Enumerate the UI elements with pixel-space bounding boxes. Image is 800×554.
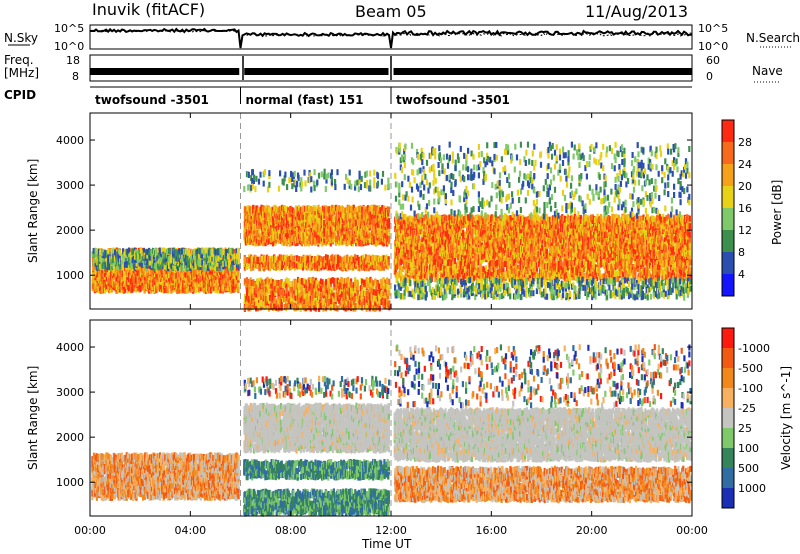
power-cell [388,279,390,285]
cpid-segment-label: twofsound -3501 [396,93,510,107]
beam-title: Beam 05 [355,2,427,21]
nave-tick-top: 60 [706,54,720,67]
power-cell [246,287,248,293]
power-cell [381,299,383,305]
power-cell [234,265,236,271]
power-cell [187,259,189,265]
nsearch-tick-top: 10^5 [698,22,728,35]
power-cell [388,300,390,306]
nsky-label: N.Sky [4,31,38,45]
power-cell [361,305,363,311]
power-cell [341,278,343,284]
cpid-segment-label: twofsound -3501 [95,93,209,107]
power-cell [246,257,248,263]
power-cell [168,248,170,254]
power-cell [238,256,240,262]
power-cell [288,278,290,284]
nsky-tick-bottom: 10^0 [54,40,84,53]
date-title: 11/Aug/2013 [585,2,688,21]
freq-bar-2 [394,68,692,75]
freq-label: Freq. [4,53,34,67]
power-plot [92,113,692,312]
nsky-panel: N.Sky 10^5 10^0 10^5 10^0 N.Search [4,22,800,53]
power-cell [154,263,156,269]
power-cell [255,300,257,306]
power-cell [388,284,390,290]
rti-figure: Inuvik (fitACF) Beam 05 11/Aug/2013 N.Sk… [0,0,800,554]
power-cell [238,250,240,256]
power-cell [246,205,248,211]
power-cell [126,262,128,268]
freq-bars [91,56,692,80]
nsearch-tick-bottom: 10^0 [698,40,728,53]
freq-tick-top: 18 [66,54,80,67]
power-cell [388,290,390,296]
freq-panel: Freq. [MHz] 18 8 60 0 Nave [4,53,783,83]
power-cell [228,259,230,265]
station-title: Inuvik (fitACF) [92,0,205,19]
nsky-tick-top: 10^5 [54,22,84,35]
power-cell [260,301,262,307]
cpid-panel: CPID twofsound -3501 normal (fast) 151 two… [4,87,692,107]
freq-tick-bottom: 8 [72,70,79,83]
power-cell [357,283,359,289]
freq-bar-1 [244,68,388,75]
power-cell [255,288,257,294]
power-cell [276,280,278,286]
nsearch-label: N.Search [746,31,800,45]
freq-unit: [MHz] [4,66,39,80]
power-cell [247,279,249,285]
power-cell [372,280,374,286]
nave-label: Nave [752,64,783,78]
power-cell [303,278,305,284]
power-cell [107,248,109,254]
power-cell [232,248,234,254]
power-cell [354,303,356,309]
nave-tick-bottom: 0 [706,70,713,83]
power-cell [369,302,371,308]
cpid-segments: twofsound -3501 normal (fast) 151 twofsoun… [95,87,510,107]
power-cell [132,249,134,255]
freq-bar-0 [91,68,240,75]
power-cell [388,259,390,265]
cpid-label: CPID [4,88,36,102]
cpid-segment-label: normal (fast) 151 [246,93,364,107]
power-cell [386,277,388,283]
power-cell [122,264,124,270]
